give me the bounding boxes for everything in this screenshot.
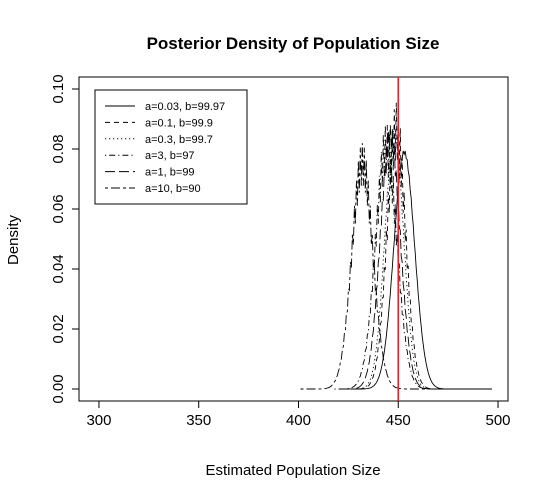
series-lines: [300, 102, 492, 390]
series-line: [354, 150, 492, 390]
x-tick-label: 450: [386, 412, 411, 429]
y-tick-label: 0.10: [50, 74, 67, 103]
legend-box: [94, 89, 248, 205]
x-tick-label: 300: [86, 412, 111, 429]
series-line: [300, 143, 492, 390]
plot-box: [78, 76, 509, 402]
y-tick-label: 0.04: [50, 254, 67, 283]
y-tick-label: 0.08: [50, 134, 67, 163]
x-axis: 300 350 400 450 500: [86, 401, 511, 429]
series-line: [334, 124, 492, 390]
y-axis: 0.00 0.02 0.04 0.06 0.08 0.10: [50, 74, 79, 404]
y-axis-label: Density: [5, 214, 22, 265]
series-line: [346, 130, 492, 390]
plot-frame: [78, 76, 509, 402]
series-line: [350, 102, 492, 390]
x-tick-label: 500: [486, 412, 511, 429]
chart-title: Posterior Density of Population Size: [147, 34, 440, 53]
y-tick-label: 0.06: [50, 194, 67, 223]
legend-entry: a=3, b=97: [145, 150, 195, 162]
legend-entry: a=10, b=90: [145, 183, 201, 195]
y-tick-label: 0.02: [50, 314, 67, 343]
y-tick-label: 0.00: [50, 374, 67, 403]
legend-entry: a=1, b=99: [145, 167, 195, 179]
x-axis-label: Estimated Population Size: [205, 462, 380, 479]
x-tick-label: 350: [186, 412, 211, 429]
legend-entry: a=0.1, b=99.9: [145, 117, 213, 129]
x-tick-label: 400: [286, 412, 311, 429]
legend: a=0.03, b=99.97 a=0.1, b=99.9 a=0.3, b=99.…: [94, 89, 248, 205]
legend-entry: a=0.3, b=99.7: [145, 134, 213, 146]
legend-entry: a=0.03, b=99.97: [145, 101, 225, 113]
